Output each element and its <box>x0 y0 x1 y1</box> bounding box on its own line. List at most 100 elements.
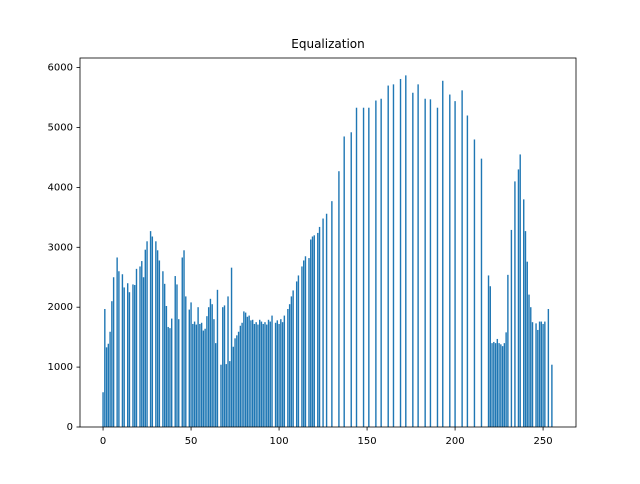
bar <box>514 181 516 427</box>
bar <box>207 307 210 427</box>
bar <box>544 321 546 427</box>
bar <box>292 290 294 427</box>
bar <box>149 231 152 427</box>
bar <box>105 347 108 427</box>
bar <box>176 284 178 427</box>
bar <box>197 307 199 427</box>
bar <box>538 321 541 427</box>
bar <box>537 329 539 427</box>
bar <box>399 78 402 427</box>
bar <box>193 321 196 427</box>
bar <box>517 169 520 428</box>
bar <box>118 271 120 427</box>
bar <box>362 107 365 428</box>
bar <box>116 257 118 427</box>
bar <box>301 266 303 427</box>
bar <box>436 107 439 428</box>
x-tick-label: 200 <box>446 436 465 447</box>
chart-title: Equalization <box>291 37 364 51</box>
bar <box>206 316 208 427</box>
bar <box>355 107 358 428</box>
bar <box>551 364 553 427</box>
bar <box>442 80 444 427</box>
bar <box>162 271 164 427</box>
bar <box>295 281 298 427</box>
bar <box>530 307 532 427</box>
bar <box>132 284 134 427</box>
bar <box>281 322 284 427</box>
bar <box>237 331 240 427</box>
bar <box>109 331 111 427</box>
bar <box>505 332 507 427</box>
bar <box>542 323 544 427</box>
bar <box>229 361 231 427</box>
bar <box>547 308 550 427</box>
bar <box>288 304 291 427</box>
bar <box>112 277 115 427</box>
bar <box>343 136 345 427</box>
bar <box>480 158 483 428</box>
bar <box>494 343 497 427</box>
bar <box>107 343 110 427</box>
bar <box>259 319 261 427</box>
bar <box>215 343 217 427</box>
bar <box>498 343 500 427</box>
bar <box>491 343 493 427</box>
y-tick-label: 2000 <box>48 302 73 313</box>
bar <box>269 321 271 427</box>
bar <box>250 320 252 427</box>
bar <box>454 101 456 427</box>
bar <box>151 236 154 427</box>
bar <box>169 328 171 427</box>
bar <box>496 338 499 427</box>
bar <box>280 319 282 427</box>
x-tick-label: 250 <box>534 436 553 447</box>
bar <box>267 319 270 427</box>
bar <box>232 346 235 427</box>
bar <box>146 241 148 427</box>
bar <box>317 232 319 427</box>
bar <box>322 218 324 427</box>
bar <box>461 90 463 427</box>
bar <box>380 98 382 427</box>
bar <box>234 338 236 427</box>
bar <box>311 236 314 427</box>
bar <box>156 250 159 427</box>
x-tick-label: 150 <box>358 436 377 447</box>
bar <box>126 283 129 427</box>
bar <box>239 325 242 427</box>
bar <box>303 260 305 427</box>
bar <box>375 100 377 427</box>
bar <box>501 346 504 427</box>
bar <box>199 323 201 427</box>
bar <box>192 323 194 427</box>
bar <box>276 320 279 427</box>
bar <box>350 132 352 427</box>
bar <box>139 266 141 427</box>
bar <box>185 296 187 427</box>
bar <box>244 312 247 427</box>
bar <box>318 226 321 427</box>
bar <box>190 302 192 427</box>
bar <box>255 322 257 427</box>
x-tick-label: 0 <box>100 436 106 447</box>
bar <box>251 319 254 427</box>
bar <box>225 364 227 427</box>
bar <box>216 289 219 427</box>
bar <box>338 171 340 427</box>
bar <box>271 315 273 427</box>
bar <box>500 344 502 427</box>
bar <box>331 201 333 427</box>
axes-frame <box>79 57 577 428</box>
bar <box>211 304 213 427</box>
bar <box>526 261 528 427</box>
bar <box>297 275 300 427</box>
bar <box>195 324 198 427</box>
bar <box>241 322 243 427</box>
bar <box>141 261 143 427</box>
bar <box>188 309 191 427</box>
bar <box>405 75 407 427</box>
bar <box>155 241 157 427</box>
bar <box>181 257 183 427</box>
